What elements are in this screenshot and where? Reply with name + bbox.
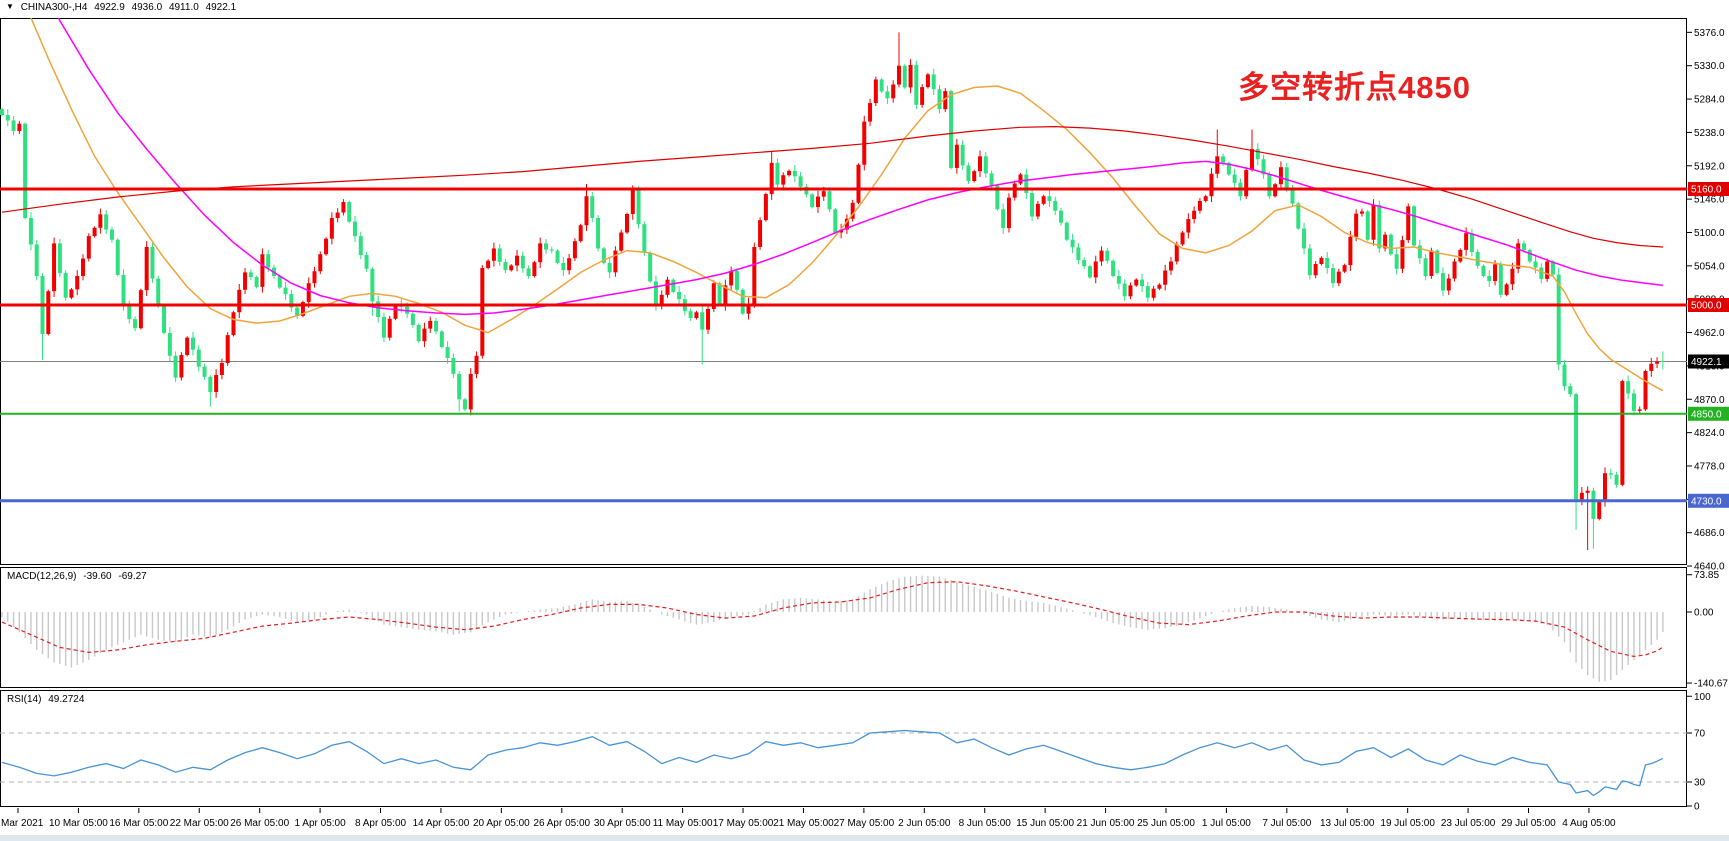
price-tick-label: 5192.0 bbox=[1694, 161, 1725, 172]
time-tick-label: 8 Apr 05:00 bbox=[355, 818, 407, 829]
rsi-tick-label: 30 bbox=[1694, 778, 1706, 789]
time-tick-label: 22 Mar 05:00 bbox=[170, 818, 229, 829]
ma-mid-magenta bbox=[57, 18, 1663, 316]
rsi-tick-label: 70 bbox=[1694, 729, 1706, 740]
price-tick-label: 5376.0 bbox=[1694, 28, 1725, 39]
price-tick-label: 5330.0 bbox=[1694, 61, 1725, 72]
price-tag-4850.0: 4850.0 bbox=[1688, 406, 1729, 421]
svg-text:4730.0: 4730.0 bbox=[1691, 496, 1722, 507]
rsi-indicator-label: RSI(14) 49.2724 bbox=[7, 694, 88, 705]
time-tick-label: 4 Mar 2021 bbox=[0, 818, 44, 829]
symbol-title: CHINA300-,H4 bbox=[20, 2, 88, 13]
price-tick-label: 5284.0 bbox=[1694, 95, 1725, 106]
time-tick-label: 17 May 05:00 bbox=[713, 818, 774, 829]
price-tag-4730.0: 4730.0 bbox=[1688, 493, 1729, 508]
time-tick-label: 21 May 05:00 bbox=[773, 818, 834, 829]
time-tick-label: 20 Apr 05:00 bbox=[473, 818, 530, 829]
macd-panel[interactable] bbox=[0, 567, 1687, 688]
time-tick-label: 1 Apr 05:00 bbox=[295, 818, 347, 829]
svg-text:5160.0: 5160.0 bbox=[1691, 184, 1722, 195]
price-tick-label: 4962.0 bbox=[1694, 328, 1725, 339]
time-tick-label: 8 Jun 05:00 bbox=[959, 818, 1012, 829]
ohlc-open: 4922.9 bbox=[94, 2, 125, 13]
svg-text:4922.1: 4922.1 bbox=[1691, 357, 1722, 368]
main-chart-panel[interactable] bbox=[0, 18, 1687, 565]
svg-text:5000.0: 5000.0 bbox=[1691, 301, 1722, 312]
time-tick-label: 13 Jul 05:00 bbox=[1320, 818, 1375, 829]
macd-tick-label: 0.00 bbox=[1694, 608, 1714, 619]
rsi-line bbox=[1, 729, 1664, 797]
ohlc-close: 4922.1 bbox=[205, 2, 237, 13]
price-tick-label: 4870.0 bbox=[1694, 395, 1725, 406]
time-tick-label: 25 Jun 05:00 bbox=[1137, 818, 1195, 829]
price-tag-5160.0: 5160.0 bbox=[1688, 181, 1729, 196]
rsi-name: RSI(14) bbox=[7, 694, 42, 705]
price-tick-label: 5100.0 bbox=[1694, 228, 1725, 239]
price-tick-label: 4640.0 bbox=[1694, 562, 1725, 573]
symbol-info-bar: ▼ CHINA300-,H4 4922.9 4936.0 4911.0 4922… bbox=[6, 2, 240, 13]
rsi-tick-label: 100 bbox=[1694, 692, 1711, 703]
time-tick-label: 26 Mar 05:00 bbox=[230, 818, 289, 829]
time-tick-label: 15 Jun 05:00 bbox=[1016, 818, 1074, 829]
time-tick-label: 26 Apr 05:00 bbox=[533, 818, 590, 829]
time-tick-label: 11 May 05:00 bbox=[653, 818, 713, 829]
window-bottom-strip bbox=[0, 835, 1729, 841]
ma-slow-red bbox=[1, 125, 1663, 248]
time-tick-label: 29 Jul 05:00 bbox=[1501, 818, 1556, 829]
time-tick-label: 1 Jul 05:00 bbox=[1202, 818, 1251, 829]
macd-content bbox=[1, 575, 1664, 682]
rsi-panel[interactable] bbox=[0, 690, 1687, 807]
macd-histogram bbox=[1, 575, 1664, 682]
price-axis: 5376.0 5330.0 5284.0 5238.0 5192.0 5146.0 5100… bbox=[1687, 28, 1729, 813]
rsi-tick-label: 0 bbox=[1694, 802, 1700, 813]
price-tick-label: 4824.0 bbox=[1694, 428, 1725, 439]
time-tick-label: 30 Apr 05:00 bbox=[594, 818, 651, 829]
price-tick-label: 5146.0 bbox=[1694, 195, 1725, 206]
price-tick-label: 5238.0 bbox=[1694, 128, 1725, 139]
annotation-text: 多空转折点4850 bbox=[1238, 70, 1471, 105]
time-tick-label: 23 Jul 05:00 bbox=[1441, 818, 1496, 829]
time-tick-label: 27 May 05:00 bbox=[834, 818, 895, 829]
main-chart-content bbox=[0, 18, 1687, 551]
current-price-tag: 4922.1 bbox=[1688, 354, 1729, 369]
ohlc-low: 4911.0 bbox=[168, 2, 199, 13]
time-tick-label: 2 Jun 05:00 bbox=[898, 818, 951, 829]
time-tick-label: 21 Jun 05:00 bbox=[1077, 818, 1135, 829]
ohlc-high: 4936.0 bbox=[131, 2, 163, 13]
time-tick-label: 10 Mar 05:00 bbox=[49, 818, 108, 829]
svg-text:4850.0: 4850.0 bbox=[1691, 409, 1722, 420]
price-tick-label: 4778.0 bbox=[1694, 461, 1725, 472]
price-tag-5000.0: 5000.0 bbox=[1688, 298, 1729, 312]
macd-tick-label: 73.85 bbox=[1694, 570, 1719, 581]
macd-main-value: -39.60 bbox=[83, 571, 112, 582]
macd-signal-line bbox=[1, 581, 1664, 658]
time-tick-label: 4 Aug 05:00 bbox=[1562, 818, 1616, 829]
time-tick-label: 16 Mar 05:00 bbox=[109, 818, 168, 829]
rsi-content bbox=[0, 729, 1687, 797]
candlestick-series bbox=[0, 32, 1665, 551]
time-tick-label: 14 Apr 05:00 bbox=[413, 818, 470, 829]
macd-tick-label: -140.67 bbox=[1694, 679, 1728, 690]
time-tick-label: 19 Jul 05:00 bbox=[1380, 818, 1435, 829]
macd-signal-value: -69.27 bbox=[118, 571, 147, 582]
symbol-dropdown-icon[interactable]: ▼ bbox=[6, 2, 14, 11]
ma-fast-orange bbox=[30, 18, 1664, 392]
price-tick-label: 5054.0 bbox=[1694, 261, 1725, 272]
time-tick-label: 7 Jul 05:00 bbox=[1262, 818, 1311, 829]
rsi-value: 49.2724 bbox=[48, 694, 85, 705]
macd-name: MACD(12,26,9) bbox=[7, 571, 77, 582]
macd-indicator-label: MACD(12,26,9) -39.60 -69.27 bbox=[7, 571, 151, 582]
price-tick-label: 4686.0 bbox=[1694, 528, 1725, 539]
